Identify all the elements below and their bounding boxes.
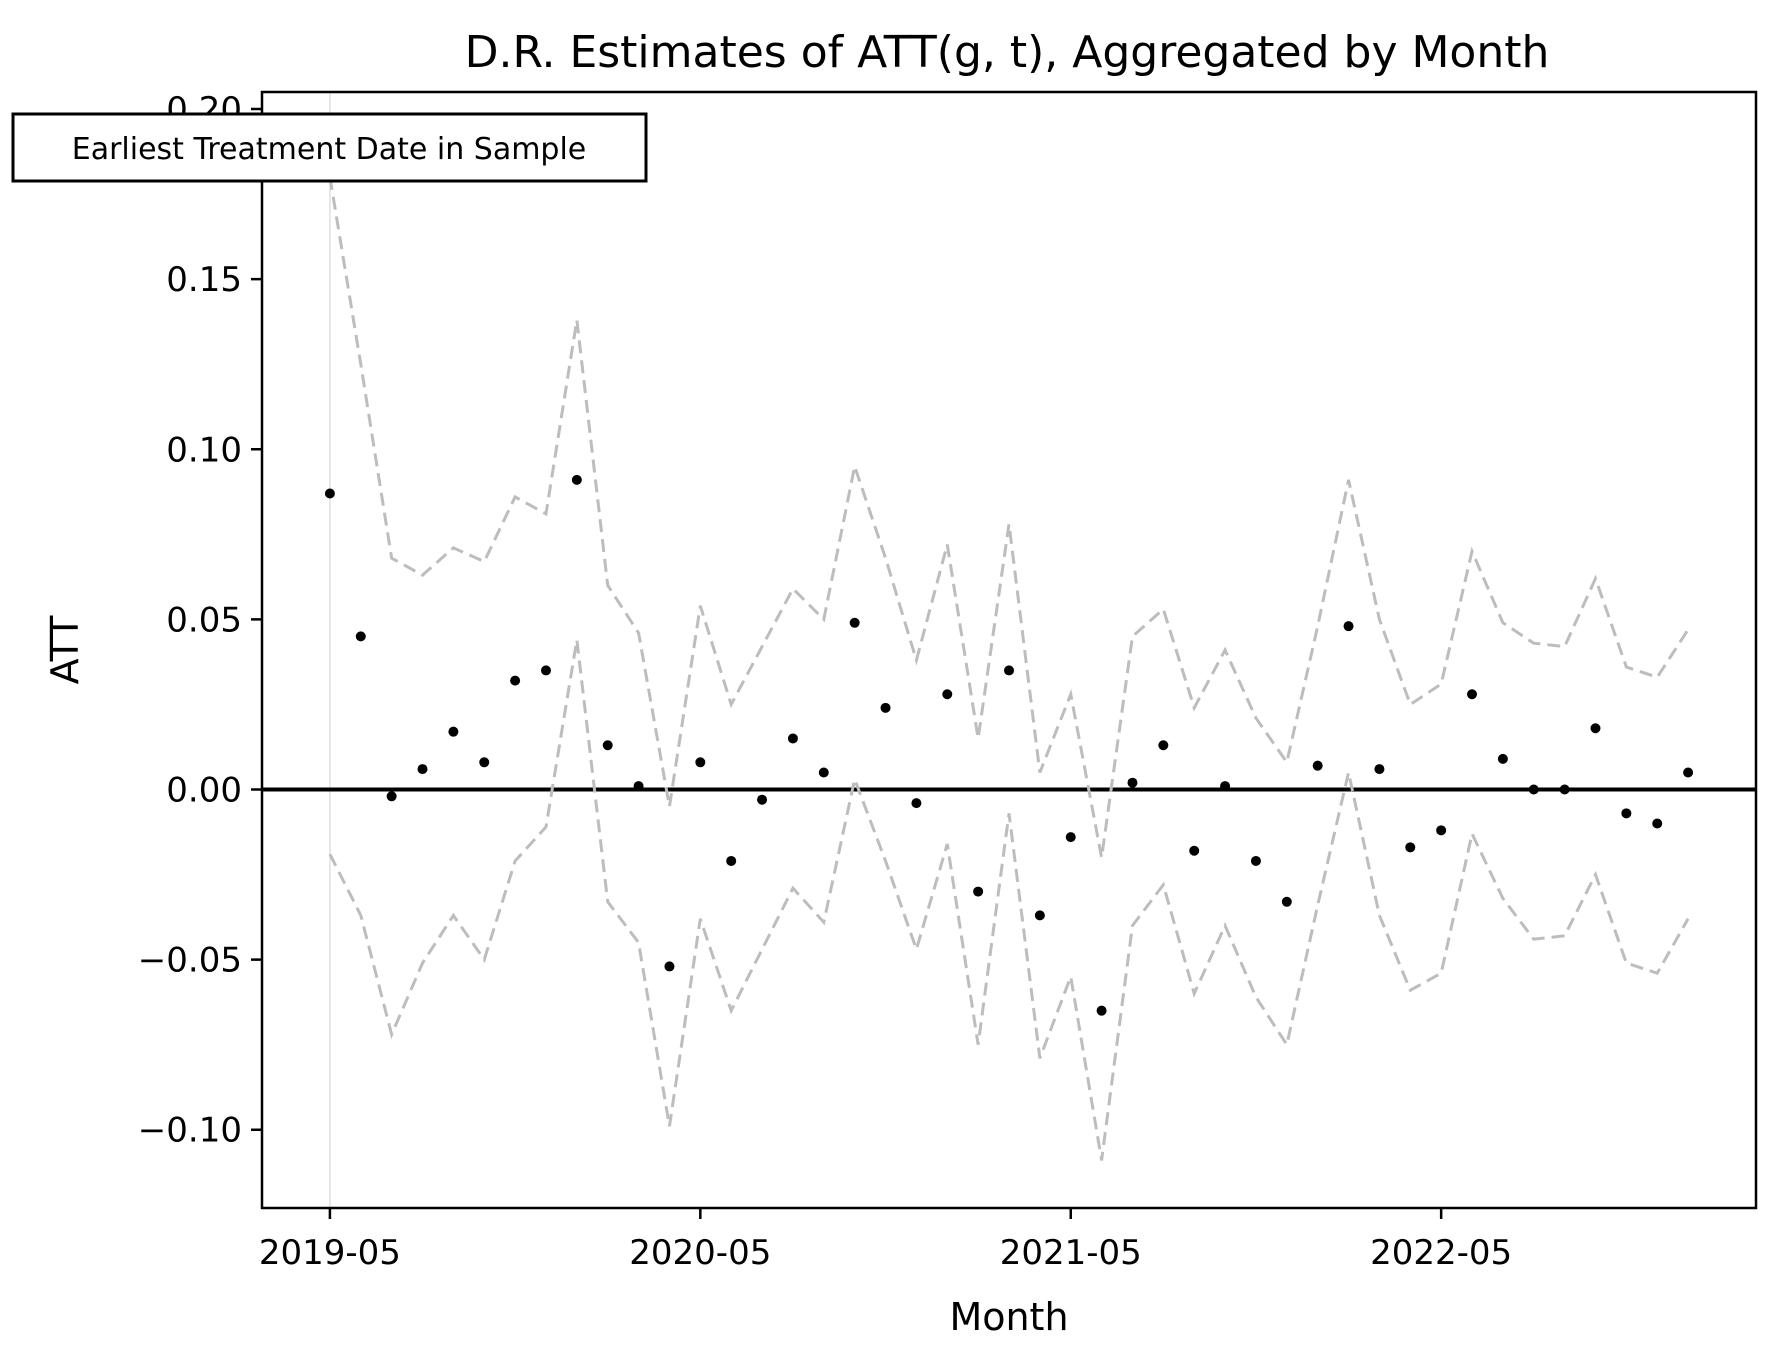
estimate-point-2019-05	[324, 488, 335, 499]
estimate-point-2019-06	[355, 631, 366, 642]
plot-frame	[260, 90, 1758, 1210]
estimate-point-2021-12	[1281, 896, 1292, 907]
estimate-point-2022-12	[1652, 818, 1663, 829]
estimate-point-2021-05	[1065, 832, 1076, 843]
estimate-point-2022-07	[1497, 753, 1508, 764]
estimate-point-2021-10	[1220, 781, 1231, 792]
estimate-point-2020-03	[633, 781, 644, 792]
lower-bound-line	[328, 639, 1690, 1161]
estimate-point-2022-03	[1374, 764, 1385, 775]
estimate-point-2022-01	[1312, 760, 1323, 771]
annotation-box: Earliest Treatment Date in Sample	[11, 112, 648, 183]
estimate-point-2019-08	[417, 764, 428, 775]
upper-bound-line	[328, 176, 1690, 858]
y-tick-label: 0.00	[166, 771, 242, 811]
x-tick-label: 2022-05	[1370, 1233, 1512, 1273]
estimate-point-2020-05	[695, 757, 706, 768]
estimate-points	[324, 474, 1694, 1016]
estimate-point-2020-01	[571, 474, 582, 485]
estimate-point-2021-08	[1158, 740, 1169, 751]
estimate-point-2021-01	[942, 689, 953, 700]
estimate-point-2021-09	[1189, 845, 1200, 856]
x-axis-label: Month	[949, 1295, 1068, 1339]
chart-title: D.R. Estimates of ATT(g, t), Aggregated …	[465, 27, 1550, 78]
x-tick-label: 2019-05	[259, 1233, 401, 1273]
estimate-point-2019-11	[510, 675, 521, 686]
estimate-point-2020-02	[602, 740, 613, 751]
annotation-text: Earliest Treatment Date in Sample	[72, 132, 587, 167]
y-tick-label: −0.05	[138, 941, 242, 981]
estimate-point-2022-04	[1405, 842, 1416, 853]
estimate-point-2020-04	[664, 961, 675, 972]
estimate-point-2021-03	[1004, 665, 1014, 676]
y-axis: −0.10−0.050.000.050.100.150.20	[138, 90, 262, 1151]
estimate-point-2020-12	[911, 798, 922, 809]
estimate-point-2022-06	[1467, 689, 1478, 700]
estimate-point-2022-11	[1621, 808, 1632, 819]
estimate-point-2020-10	[849, 617, 860, 628]
estimate-point-2022-10	[1590, 723, 1601, 734]
y-tick-label: −0.10	[138, 1111, 242, 1151]
estimate-point-2023-01	[1683, 767, 1694, 778]
estimate-point-2022-05	[1436, 825, 1447, 836]
y-axis-label: ATT	[43, 615, 87, 685]
x-tick-label: 2021-05	[1000, 1233, 1142, 1273]
estimate-point-2022-02	[1343, 621, 1354, 632]
estimate-point-2021-04	[1034, 910, 1045, 921]
estimate-point-2019-09	[448, 726, 459, 737]
estimate-point-2020-09	[818, 767, 829, 778]
y-tick-label: 0.10	[166, 430, 242, 470]
x-axis: 2019-05 2020-05 2021-05 2022-05	[259, 1208, 1512, 1273]
estimate-point-2021-11	[1250, 855, 1261, 866]
y-tick-label: 0.05	[166, 600, 242, 640]
estimate-point-2020-06	[726, 855, 737, 866]
estimate-point-2022-09	[1559, 784, 1570, 795]
estimate-point-2019-07	[386, 791, 397, 802]
estimate-point-2020-08	[787, 733, 798, 744]
estimate-point-2021-06	[1096, 1005, 1107, 1016]
estimate-point-2020-07	[757, 794, 768, 805]
estimate-point-2021-02	[973, 886, 984, 897]
plot-area	[262, 92, 1756, 1208]
y-tick-label: 0.15	[166, 260, 242, 300]
estimate-point-2020-11	[880, 702, 891, 713]
x-tick-label: 2020-05	[629, 1233, 771, 1273]
estimate-point-2019-12	[540, 665, 551, 676]
estimate-point-2019-10	[479, 757, 490, 768]
estimate-point-2021-07	[1127, 777, 1138, 788]
estimate-point-2022-08	[1528, 784, 1539, 795]
